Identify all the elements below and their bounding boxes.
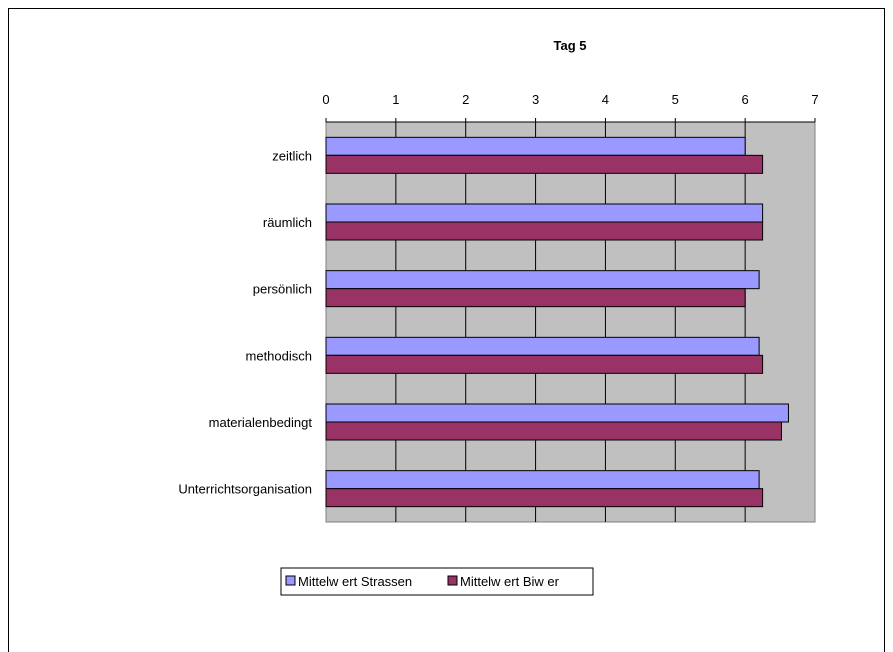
bar-strassen <box>325 470 760 490</box>
bar-strassen <box>325 270 760 290</box>
x-axis-ticks: 0 1 2 3 4 5 6 7 <box>322 92 819 123</box>
bar-biwer <box>325 421 782 441</box>
category-label: zeitlich <box>272 148 312 163</box>
bar-strassen <box>325 403 789 423</box>
x-tick-label: 6 <box>742 92 749 107</box>
bar-biwer <box>325 154 764 174</box>
x-tick-label: 7 <box>811 92 818 107</box>
chart-title: Tag 5 <box>554 38 587 53</box>
legend-label-strassen: Mittelw ert Strassen <box>298 574 412 589</box>
category-label: Unterrichtsorganisation <box>178 482 312 497</box>
gridlines <box>395 122 746 522</box>
legend-swatch-biwer <box>447 575 458 586</box>
bar-biwer <box>325 354 764 374</box>
category-label: persönlich <box>253 282 312 297</box>
bar-biwer <box>325 288 746 308</box>
bars <box>325 136 789 508</box>
x-tick-label: 3 <box>532 92 539 107</box>
bar-strassen <box>325 336 760 356</box>
x-tick-label: 0 <box>322 92 329 107</box>
category-label: räumlich <box>263 215 312 230</box>
x-tick-label: 4 <box>602 92 609 107</box>
bar-biwer <box>325 221 764 241</box>
legend-box <box>280 567 594 596</box>
legend: Mittelw ert Strassen Mittelw ert Biw er <box>280 567 594 596</box>
category-label: methodisch <box>246 348 312 363</box>
bar-strassen <box>325 203 764 223</box>
bar-biwer <box>325 488 764 508</box>
legend-label-biwer: Mittelw ert Biw er <box>460 574 560 589</box>
category-labels: zeitlich räumlich persönlich methodisch mate… <box>178 148 312 496</box>
legend-swatch-strassen <box>285 575 296 586</box>
x-tick-label: 2 <box>462 92 469 107</box>
x-tick-label: 1 <box>392 92 399 107</box>
x-tick-label: 5 <box>672 92 679 107</box>
plot-area <box>325 121 816 523</box>
bar-strassen <box>325 136 746 156</box>
category-label: materialenbedingt <box>209 415 313 430</box>
